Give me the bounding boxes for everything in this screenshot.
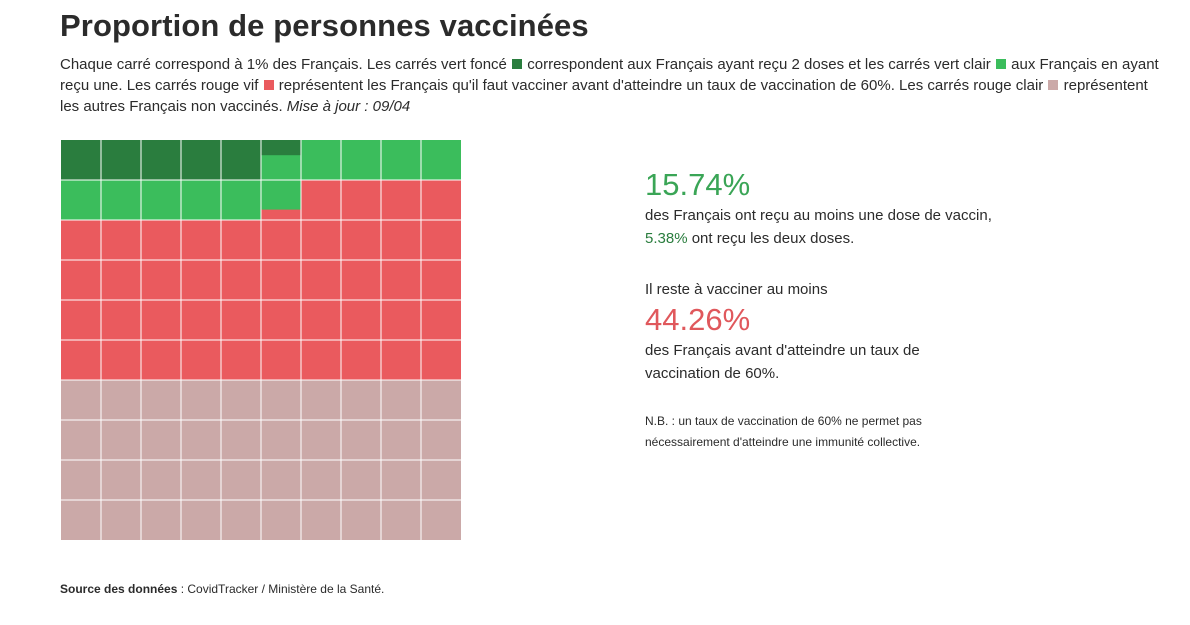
remaining-text: des Français avant d'atteindre un taux d… xyxy=(645,342,920,382)
waffle-partial-row-one-dose xyxy=(61,180,261,220)
legend-square-to-vaccinate xyxy=(263,80,274,90)
remaining-percentage: 44.26% xyxy=(645,302,751,337)
intro-text-3: aux Français en ayant reçu une. Les carr… xyxy=(60,56,1159,94)
one-dose-text-a: des Français ont reçu au moins une dose … xyxy=(645,207,992,224)
legend-square-two-doses xyxy=(512,59,523,69)
one-dose-text-b: ont reçu les deux doses. xyxy=(691,230,855,247)
one-dose-text: des Français ont reçu au moins une dose … xyxy=(645,204,995,250)
remaining-label: Il reste à vacciner au moins xyxy=(645,281,828,298)
source-text: : CovidTracker / Ministère de la Santé. xyxy=(177,582,385,596)
waffle-partial-row-two-doses xyxy=(61,140,261,180)
page-title: Proportion de personnes vaccinées xyxy=(60,8,589,43)
legend-square-others xyxy=(1048,80,1059,90)
waffle-fraction-cell-one-dose xyxy=(261,180,301,210)
waffle-fraction-cell-two-doses xyxy=(261,140,301,156)
one-dose-percentage: 15.74% xyxy=(645,167,751,202)
waffle-chart xyxy=(61,140,461,540)
chart-description: Chaque carré correspond à 1% des Françai… xyxy=(60,54,1170,117)
nb-note: N.B. : un taux de vaccination de 60% ne … xyxy=(645,414,922,449)
intro-text-2: correspondent aux Français ayant reçu 2 … xyxy=(527,56,991,73)
update-date: Mise à jour : 09/04 xyxy=(286,98,411,115)
source-label: Source des données xyxy=(60,582,178,596)
intro-text-5: représentent les autres Français non vac… xyxy=(60,77,1148,115)
intro-text-1: Chaque carré correspond à 1% des Françai… xyxy=(60,56,507,73)
intro-text-4: représentent les Français qu'il faut vac… xyxy=(278,77,1044,94)
stats-panel: 15.74% des Français ont reçu au moins un… xyxy=(645,166,995,453)
legend-square-one-dose xyxy=(995,59,1006,69)
data-source: Source des données : CovidTracker / Mini… xyxy=(60,582,384,596)
two-doses-percentage: 5.38% xyxy=(645,230,688,247)
